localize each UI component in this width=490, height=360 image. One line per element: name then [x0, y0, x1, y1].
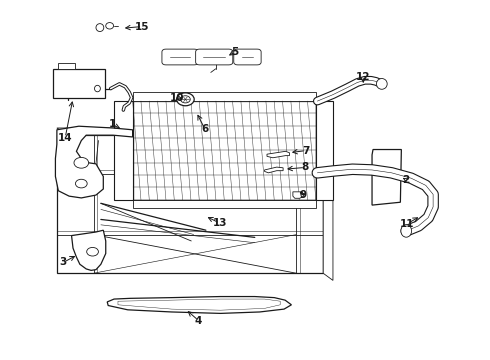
Text: 10: 10: [170, 93, 184, 103]
Bar: [57, 135, 323, 273]
Polygon shape: [372, 149, 401, 205]
Text: 11: 11: [400, 219, 415, 229]
Circle shape: [74, 157, 89, 168]
Polygon shape: [55, 126, 133, 198]
Polygon shape: [293, 192, 304, 198]
Polygon shape: [57, 128, 333, 135]
FancyBboxPatch shape: [234, 49, 261, 65]
Bar: [58, 63, 75, 69]
Bar: [133, 92, 316, 101]
Bar: [133, 200, 316, 208]
Bar: [53, 69, 105, 98]
Text: 7: 7: [302, 145, 310, 156]
Ellipse shape: [401, 225, 412, 237]
Text: 8: 8: [301, 162, 309, 172]
Text: 5: 5: [232, 46, 239, 57]
Polygon shape: [323, 135, 333, 280]
Text: 13: 13: [212, 218, 227, 228]
Circle shape: [176, 93, 194, 106]
Text: 15: 15: [135, 22, 149, 32]
Polygon shape: [265, 167, 283, 173]
Text: 14: 14: [58, 133, 73, 143]
FancyBboxPatch shape: [196, 49, 233, 65]
Bar: [133, 101, 316, 200]
Text: 9: 9: [299, 190, 306, 200]
Circle shape: [75, 179, 87, 188]
Polygon shape: [72, 230, 106, 270]
Circle shape: [180, 96, 190, 103]
Circle shape: [87, 247, 98, 256]
Polygon shape: [107, 297, 292, 314]
Ellipse shape: [95, 85, 100, 92]
Text: 4: 4: [195, 316, 202, 325]
Bar: [114, 101, 133, 200]
Text: 6: 6: [201, 124, 209, 134]
Text: 1: 1: [108, 120, 116, 129]
Ellipse shape: [106, 23, 114, 29]
Text: 2: 2: [403, 175, 410, 185]
Polygon shape: [267, 151, 290, 158]
Text: 3: 3: [60, 257, 67, 267]
Bar: [316, 101, 333, 200]
Ellipse shape: [376, 78, 387, 89]
Ellipse shape: [96, 24, 104, 32]
Text: 12: 12: [356, 72, 370, 82]
FancyBboxPatch shape: [162, 49, 198, 65]
